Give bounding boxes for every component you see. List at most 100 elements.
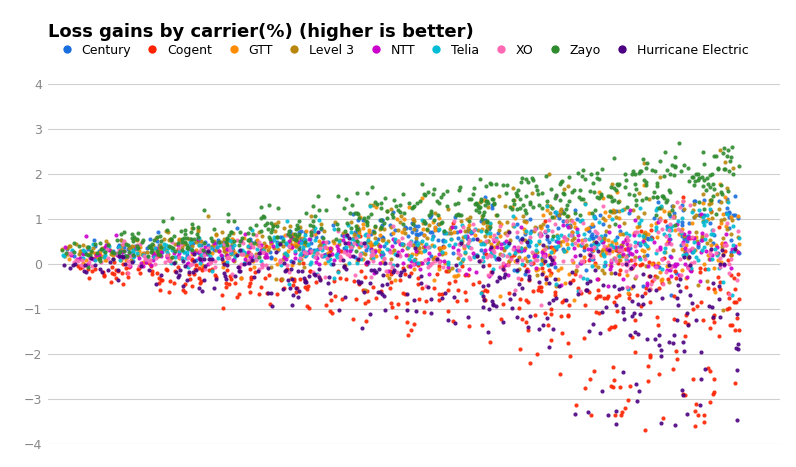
Point [654, 268, 666, 276]
Point [490, 180, 503, 188]
Point [697, 221, 710, 228]
Point [357, 220, 369, 227]
Point [503, 236, 516, 244]
Point [507, 184, 520, 192]
Point [548, 260, 560, 267]
Point [477, 254, 490, 261]
Point [516, 235, 529, 243]
Point [700, 247, 712, 255]
Point [562, 312, 575, 319]
Point [719, 165, 732, 173]
Point [338, 244, 350, 252]
Point [490, 241, 503, 249]
Point [612, 256, 625, 263]
Point [493, 226, 505, 234]
Point [244, 254, 256, 261]
Point [549, 209, 562, 216]
Point [122, 241, 135, 248]
Point [377, 250, 389, 258]
Point [669, 348, 682, 355]
Point [258, 254, 271, 261]
Point [721, 204, 734, 212]
Point [408, 297, 420, 304]
Point [225, 240, 238, 247]
Point [283, 242, 295, 249]
Point [587, 213, 600, 220]
Point [497, 259, 509, 267]
Point [650, 193, 663, 201]
Point [185, 250, 198, 257]
Point [288, 275, 301, 283]
Point [440, 229, 453, 237]
Point [242, 237, 255, 244]
Point [481, 287, 494, 295]
Point [415, 240, 427, 247]
Point [377, 225, 390, 233]
Point [470, 253, 483, 260]
Point [96, 245, 109, 253]
Point [564, 279, 576, 287]
Point [117, 253, 130, 261]
Point [704, 230, 717, 238]
Point [295, 267, 308, 275]
Point [276, 275, 289, 283]
Point [581, 226, 594, 234]
Point [490, 255, 502, 263]
Point [677, 197, 689, 205]
Point [561, 223, 574, 231]
Point [284, 235, 297, 243]
Point [198, 265, 211, 273]
Point [516, 174, 529, 181]
Point [322, 280, 334, 287]
Point [598, 237, 611, 244]
Point [639, 426, 652, 434]
Point [712, 165, 724, 172]
Point [634, 204, 646, 212]
Point [638, 177, 650, 184]
Point [427, 255, 439, 262]
Point [613, 228, 626, 235]
Point [264, 289, 277, 297]
Point [471, 202, 484, 210]
Point [261, 264, 274, 272]
Point [533, 230, 546, 238]
Point [644, 272, 657, 280]
Point [426, 241, 439, 248]
Point [669, 268, 681, 275]
Point [80, 268, 92, 276]
Point [694, 277, 707, 285]
Point [506, 222, 519, 230]
Point [700, 277, 713, 285]
Point [700, 217, 712, 225]
Point [334, 236, 346, 244]
Point [594, 292, 607, 300]
Point [234, 237, 247, 245]
Point [96, 244, 109, 252]
Point [641, 160, 654, 167]
Point [523, 234, 536, 241]
Point [121, 252, 134, 259]
Point [677, 206, 689, 213]
Point [629, 180, 642, 188]
Point [726, 321, 739, 329]
Point [412, 222, 424, 230]
Point [298, 237, 311, 244]
Point [696, 237, 708, 244]
Point [174, 241, 187, 248]
Point [689, 246, 701, 253]
Point [405, 250, 418, 258]
Point [679, 284, 692, 291]
Point [660, 233, 673, 240]
Point [574, 217, 587, 225]
Point [488, 248, 501, 255]
Point [462, 225, 474, 232]
Point [614, 256, 626, 263]
Point [530, 241, 543, 248]
Point [630, 272, 642, 280]
Point [353, 243, 365, 251]
Point [508, 200, 521, 207]
Point [667, 339, 680, 346]
Point [297, 243, 310, 251]
Point [449, 320, 462, 327]
Point [422, 283, 435, 291]
